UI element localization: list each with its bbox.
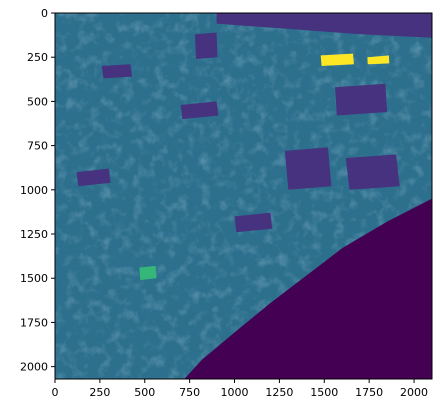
top-dark-band xyxy=(216,13,432,38)
dark-block-7 xyxy=(180,101,219,120)
x-tick-label: 1250 xyxy=(265,386,293,399)
x-tick-label: 250 xyxy=(89,386,110,399)
x-tick-label: 1500 xyxy=(310,386,338,399)
dark-block-2 xyxy=(335,83,388,116)
x-tick-label: 1000 xyxy=(221,386,249,399)
peak-strip-2 xyxy=(367,55,390,65)
x-axis: 0 250 500 750 1000 1250 1500 1750 2000 xyxy=(52,379,428,399)
dark-block-6 xyxy=(76,168,111,187)
y-tick-label: 0 xyxy=(41,7,48,20)
y-tick-label: 1750 xyxy=(20,316,48,329)
y-tick-label: 2000 xyxy=(20,361,48,374)
x-tick-label: 750 xyxy=(179,386,200,399)
y-tick-label: 1000 xyxy=(20,184,48,197)
dark-block-1 xyxy=(195,32,218,59)
diagonal-background-corner xyxy=(184,198,432,379)
x-tick-label: 0 xyxy=(52,386,59,399)
plot-frame xyxy=(54,12,433,380)
dark-block-8 xyxy=(234,212,273,233)
plot-area xyxy=(55,13,432,379)
y-tick-label: 250 xyxy=(27,51,48,64)
peak-strip-1 xyxy=(320,53,354,67)
y-tick-label: 500 xyxy=(27,95,48,108)
dark-block-3 xyxy=(284,147,332,190)
green-patch-1 xyxy=(139,265,157,280)
x-tick-label: 2000 xyxy=(400,386,428,399)
x-tick-label: 500 xyxy=(134,386,155,399)
dark-block-4 xyxy=(345,154,400,190)
y-tick-label: 750 xyxy=(27,140,48,153)
heatmap-regions xyxy=(76,13,432,379)
x-tick-label: 1750 xyxy=(355,386,383,399)
y-axis: 0 250 500 750 1000 1250 1500 1750 2000 xyxy=(20,7,55,374)
y-tick-label: 1250 xyxy=(20,228,48,241)
dark-block-5 xyxy=(101,64,133,79)
y-tick-label: 1500 xyxy=(20,272,48,285)
